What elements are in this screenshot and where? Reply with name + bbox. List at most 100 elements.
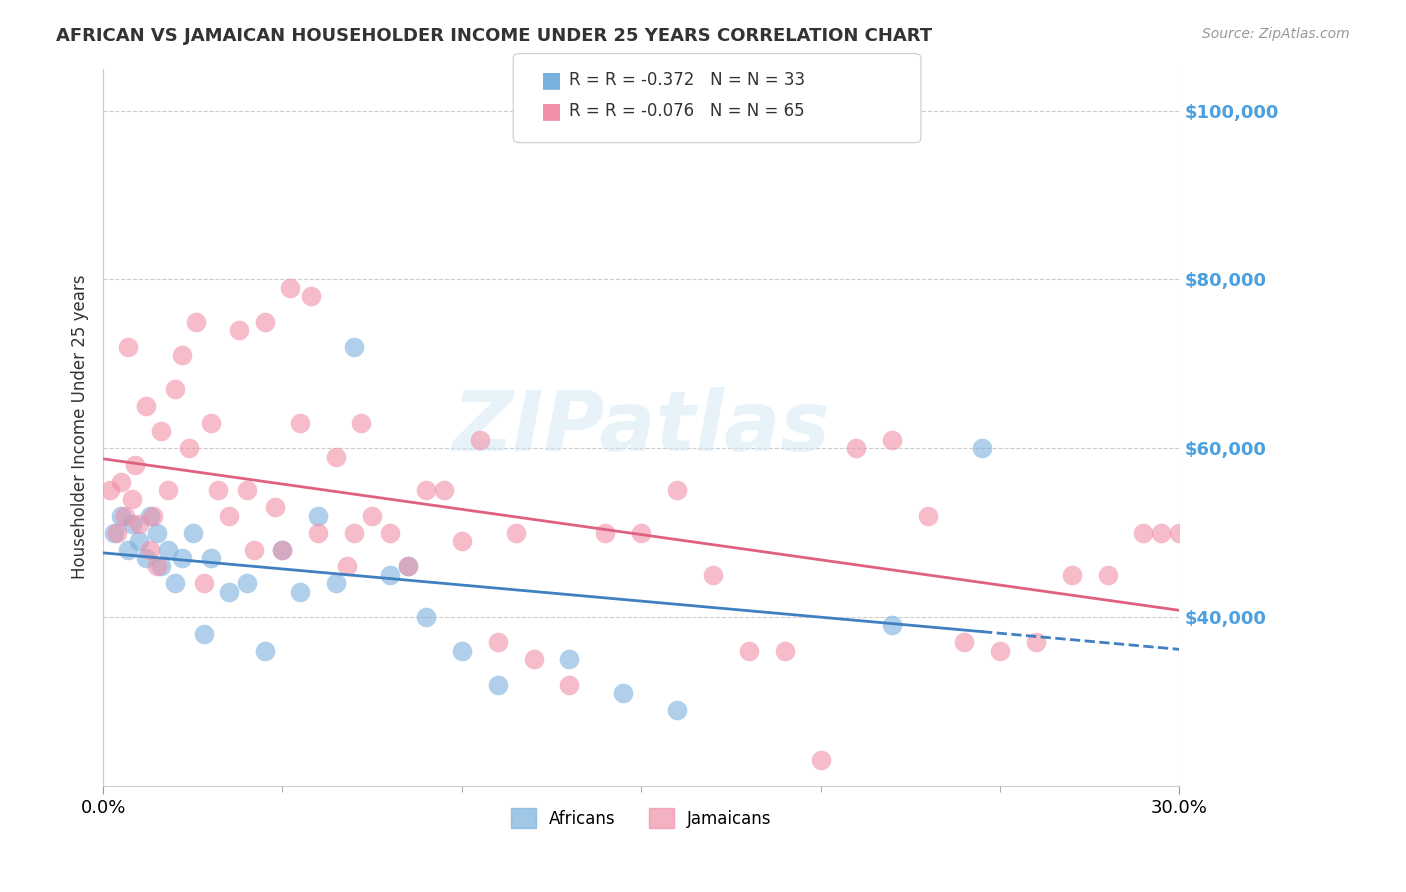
Africans <box>970 442 993 456</box>
Text: ZIPatlas: ZIPatlas <box>453 386 830 467</box>
Jamaicans <box>845 442 868 456</box>
Jamaicans <box>505 525 527 540</box>
Jamaicans <box>738 644 761 658</box>
Africans <box>253 644 276 658</box>
Jamaicans <box>179 442 201 456</box>
Jamaicans <box>523 652 546 666</box>
Jamaicans <box>121 491 143 506</box>
Jamaicans <box>433 483 456 498</box>
Africans <box>135 551 157 566</box>
Africans <box>307 508 329 523</box>
Africans <box>343 340 366 354</box>
Africans <box>139 508 162 523</box>
Jamaicans <box>149 425 172 439</box>
Jamaicans <box>396 559 419 574</box>
Jamaicans <box>1097 567 1119 582</box>
Jamaicans <box>264 500 287 515</box>
Africans <box>235 576 257 591</box>
Jamaicans <box>139 542 162 557</box>
Jamaicans <box>307 525 329 540</box>
Africans <box>271 542 294 557</box>
Jamaicans <box>156 483 179 498</box>
Text: AFRICAN VS JAMAICAN HOUSEHOLDER INCOME UNDER 25 YEARS CORRELATION CHART: AFRICAN VS JAMAICAN HOUSEHOLDER INCOME U… <box>56 27 932 45</box>
Africans <box>128 534 150 549</box>
Africans <box>181 525 204 540</box>
Jamaicans <box>917 508 939 523</box>
Africans <box>149 559 172 574</box>
Jamaicans <box>702 567 724 582</box>
Africans <box>415 610 437 624</box>
Jamaicans <box>146 559 169 574</box>
Jamaicans <box>595 525 617 540</box>
Jamaicans <box>336 559 359 574</box>
Africans <box>163 576 186 591</box>
Jamaicans <box>170 348 193 362</box>
Africans <box>117 542 139 557</box>
Jamaicans <box>882 433 904 447</box>
Text: ■: ■ <box>541 70 562 90</box>
Jamaicans <box>186 315 208 329</box>
Jamaicans <box>415 483 437 498</box>
Jamaicans <box>128 517 150 532</box>
Jamaicans <box>630 525 652 540</box>
Y-axis label: Householder Income Under 25 years: Householder Income Under 25 years <box>72 275 89 580</box>
Jamaicans <box>666 483 689 498</box>
Africans <box>170 551 193 566</box>
Text: ■: ■ <box>541 102 562 121</box>
Africans <box>378 567 401 582</box>
Africans <box>882 618 904 632</box>
Jamaicans <box>1132 525 1154 540</box>
Jamaicans <box>350 416 373 430</box>
Jamaicans <box>218 508 240 523</box>
Jamaicans <box>486 635 509 649</box>
Africans <box>156 542 179 557</box>
Jamaicans <box>773 644 796 658</box>
Jamaicans <box>107 525 129 540</box>
Jamaicans <box>343 525 366 540</box>
Jamaicans <box>163 382 186 396</box>
Africans <box>218 584 240 599</box>
Jamaicans <box>235 483 257 498</box>
Jamaicans <box>207 483 229 498</box>
Africans <box>558 652 581 666</box>
Africans <box>146 525 169 540</box>
Africans <box>450 644 472 658</box>
Jamaicans <box>135 399 157 413</box>
Africans <box>193 627 215 641</box>
Africans <box>612 686 634 700</box>
Jamaicans <box>193 576 215 591</box>
Jamaicans <box>110 475 132 489</box>
Jamaicans <box>1150 525 1173 540</box>
Jamaicans <box>271 542 294 557</box>
Jamaicans <box>325 450 347 464</box>
Jamaicans <box>953 635 976 649</box>
Jamaicans <box>243 542 266 557</box>
Jamaicans <box>142 508 165 523</box>
Africans <box>666 703 689 717</box>
Jamaicans <box>98 483 121 498</box>
Jamaicans <box>114 508 136 523</box>
Jamaicans <box>1168 525 1191 540</box>
Jamaicans <box>290 416 312 430</box>
Africans <box>200 551 222 566</box>
Text: R = R = -0.372   N = N = 33: R = R = -0.372 N = N = 33 <box>569 71 806 89</box>
Jamaicans <box>278 281 301 295</box>
Africans <box>121 517 143 532</box>
Jamaicans <box>299 289 322 303</box>
Jamaicans <box>1025 635 1047 649</box>
Jamaicans <box>450 534 472 549</box>
Jamaicans <box>558 677 581 691</box>
Africans <box>396 559 419 574</box>
Jamaicans <box>810 754 832 768</box>
Africans <box>103 525 125 540</box>
Jamaicans <box>253 315 276 329</box>
Jamaicans <box>988 644 1011 658</box>
Text: Source: ZipAtlas.com: Source: ZipAtlas.com <box>1202 27 1350 41</box>
Jamaicans <box>124 458 146 472</box>
Africans <box>110 508 132 523</box>
Text: R = R = -0.076   N = N = 65: R = R = -0.076 N = N = 65 <box>569 103 806 120</box>
Jamaicans <box>200 416 222 430</box>
Legend: Africans, Jamaicans: Africans, Jamaicans <box>503 801 779 835</box>
Jamaicans <box>117 340 139 354</box>
Africans <box>290 584 312 599</box>
